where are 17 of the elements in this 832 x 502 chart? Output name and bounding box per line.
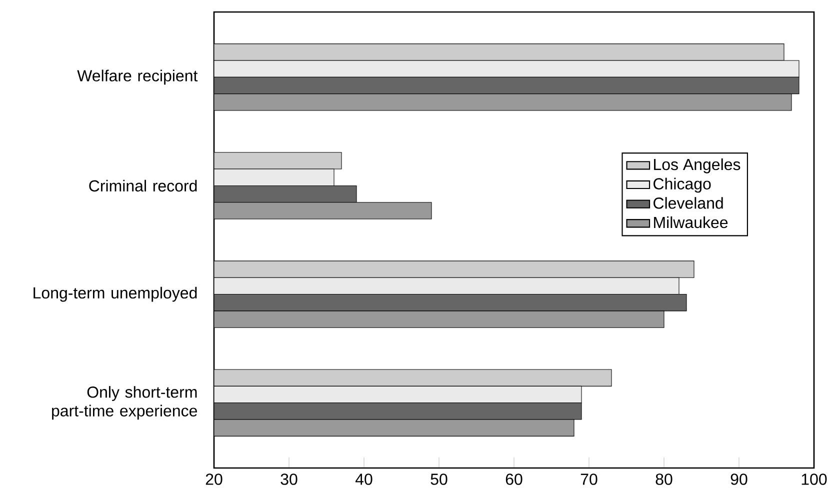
- y-tick-label: Criminal record: [89, 180, 197, 192]
- x-tick-label: 70: [580, 474, 598, 485]
- legend-label: Cleveland: [654, 197, 723, 209]
- y-tick-label: Only short-term part-time experience: [52, 386, 197, 420]
- y-tick-label: Welfare recipient: [77, 70, 198, 85]
- x-tick-label: 40: [355, 474, 372, 485]
- x-tick-label: 60: [506, 474, 522, 485]
- legend-label: Los Angeles: [654, 158, 740, 174]
- y-tick-label: Long-term unemployed: [34, 286, 197, 302]
- x-tick-label: 30: [280, 474, 298, 485]
- x-tick-label: 100: [802, 474, 827, 485]
- legend-label: Chicago: [654, 178, 711, 193]
- legend-label: Milwaukee: [654, 216, 728, 228]
- x-tick-label: 80: [656, 474, 672, 485]
- x-tick-label: 90: [730, 474, 748, 485]
- x-tick-label: 20: [206, 474, 222, 485]
- x-tick-label: 50: [430, 474, 448, 485]
